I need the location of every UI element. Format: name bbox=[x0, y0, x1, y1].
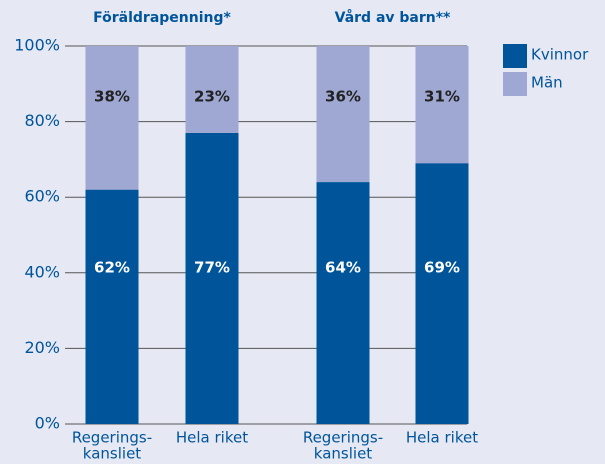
bar-segment bbox=[415, 163, 469, 424]
y-tick-label: 0% bbox=[35, 414, 60, 433]
x-tick-label: kansliet bbox=[83, 445, 142, 463]
bar-segment bbox=[85, 46, 139, 190]
legend-label: Män bbox=[531, 74, 563, 92]
bar-segment bbox=[316, 46, 370, 183]
bar-segment bbox=[185, 46, 239, 133]
data-label: 64% bbox=[325, 259, 361, 277]
data-label: 23% bbox=[194, 88, 230, 106]
bar-segment bbox=[185, 132, 239, 424]
bar-segment bbox=[85, 189, 139, 424]
legend-label: Kvinnor bbox=[531, 46, 589, 64]
x-tick-label: Regerings- bbox=[303, 429, 383, 447]
x-tick-label: Hela riket bbox=[176, 429, 248, 447]
x-tick-label: kansliet bbox=[314, 445, 373, 463]
bar-segment bbox=[415, 46, 469, 164]
legend-swatch bbox=[503, 72, 527, 96]
data-label: 69% bbox=[424, 259, 460, 277]
data-label: 31% bbox=[424, 88, 460, 106]
data-label: 77% bbox=[194, 259, 230, 277]
y-tick-label: 100% bbox=[14, 36, 60, 55]
x-tick-label: Regerings- bbox=[72, 429, 152, 447]
y-tick-label: 40% bbox=[24, 262, 60, 281]
legend-swatch bbox=[503, 44, 527, 68]
group-label: Vård av barn** bbox=[335, 9, 451, 26]
data-label: 62% bbox=[94, 259, 130, 277]
y-tick-label: 60% bbox=[24, 187, 60, 206]
y-tick-label: 80% bbox=[24, 111, 60, 130]
data-label: 38% bbox=[94, 88, 130, 106]
y-tick-label: 20% bbox=[24, 338, 60, 357]
group-label: Föräldrapenning* bbox=[93, 10, 231, 26]
data-label: 36% bbox=[325, 88, 361, 106]
x-tick-label: Hela riket bbox=[406, 429, 478, 447]
bar-segment bbox=[316, 182, 370, 424]
